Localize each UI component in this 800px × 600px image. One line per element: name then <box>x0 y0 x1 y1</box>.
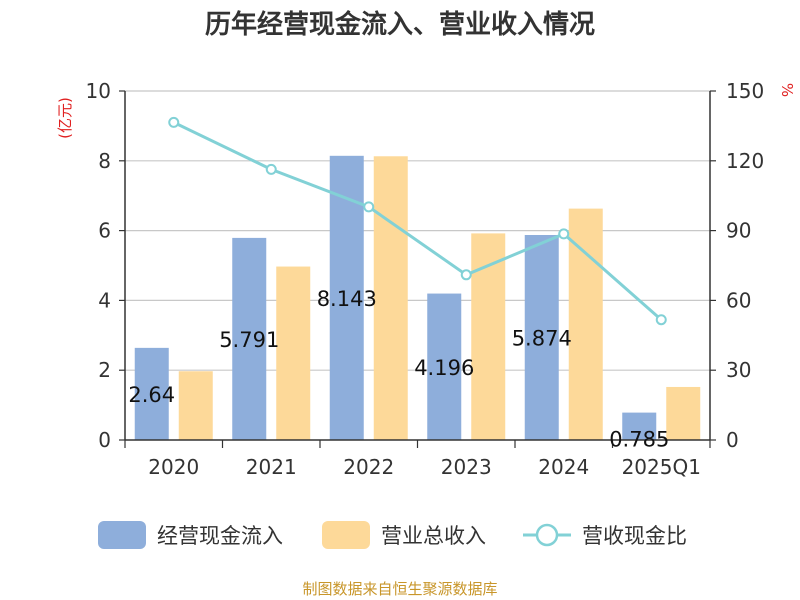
legend-swatch-revenue <box>322 521 370 549</box>
revenue-bar <box>568 208 603 440</box>
legend-label-revenue: 营业总收入 <box>381 524 486 548</box>
ratio-line-path <box>173 121 663 321</box>
x-tick-label: 2021 <box>246 455 297 479</box>
left-tick-label: 2 <box>98 358 111 382</box>
cash-inflow-label: 5.791 <box>219 328 279 352</box>
right-tick-label: 120 <box>726 149 764 173</box>
ratio-point <box>265 163 277 175</box>
cash-inflow-bar <box>622 412 657 440</box>
right-tick-label: 150 <box>726 79 764 103</box>
left-tick-label: 8 <box>98 149 111 173</box>
ratio-point <box>168 116 180 128</box>
data-labels: 2.64 5.791 8.143 4.196 5.874 0.785 <box>128 287 669 452</box>
axes: 0 2 4 6 8 10 0 30 60 90 120 150 2020 2021 2022 2023 2024… <box>86 79 765 479</box>
cash-inflow-bar <box>134 347 169 440</box>
source-note: 制图数据来自恒生聚源数据库 <box>302 580 497 598</box>
right-axis-unit: % <box>778 83 796 97</box>
revenue-bar <box>276 266 311 440</box>
revenue-bar <box>471 233 506 440</box>
ratio-line <box>168 116 667 326</box>
right-tick-label: 30 <box>726 358 751 382</box>
cash-inflow-label: 4.196 <box>414 356 474 380</box>
left-axis-unit: (亿元) <box>56 97 74 139</box>
cash-inflow-bar <box>427 293 462 440</box>
legend-label-ratio: 营收现金比 <box>582 524 687 548</box>
revenue-bar <box>666 386 701 440</box>
revenue-bar <box>178 371 213 440</box>
x-tick-label: 2020 <box>148 455 199 479</box>
right-tick-label: 60 <box>726 288 751 312</box>
revenue-bar <box>373 156 408 440</box>
bars <box>134 155 701 440</box>
left-tick-label: 10 <box>86 79 111 103</box>
cash-inflow-label: 0.785 <box>609 428 669 452</box>
left-tick-label: 6 <box>98 219 111 243</box>
left-tick-label: 4 <box>98 288 111 312</box>
ratio-point <box>460 269 472 281</box>
x-tick-label: 2025Q1 <box>622 455 701 479</box>
grid <box>125 90 710 371</box>
left-tick-label: 0 <box>98 428 111 452</box>
x-tick-label: 2024 <box>538 455 589 479</box>
chart-title: 历年经营现金流入、营业收入情况 <box>205 9 595 40</box>
cash-inflow-bar <box>232 237 267 440</box>
right-tick-label: 90 <box>726 219 751 243</box>
legend-marker-ratio <box>535 523 559 547</box>
legend: 经营现金流入 营业总收入 营收现金比 <box>98 521 687 549</box>
legend-label-cash-inflow: 经营现金流入 <box>157 524 283 548</box>
ratio-point <box>363 201 375 213</box>
right-tick-label: 0 <box>726 428 739 452</box>
ratio-point <box>558 228 570 240</box>
legend-swatch-cash-inflow <box>98 521 146 549</box>
ratio-point <box>655 314 667 326</box>
cash-inflow-label: 2.64 <box>128 383 175 407</box>
cash-inflow-label: 8.143 <box>317 287 377 311</box>
cash-inflow-bar <box>524 234 559 440</box>
x-tick-label: 2023 <box>441 455 492 479</box>
x-tick-label: 2022 <box>343 455 394 479</box>
cash-inflow-label: 5.874 <box>512 326 572 350</box>
